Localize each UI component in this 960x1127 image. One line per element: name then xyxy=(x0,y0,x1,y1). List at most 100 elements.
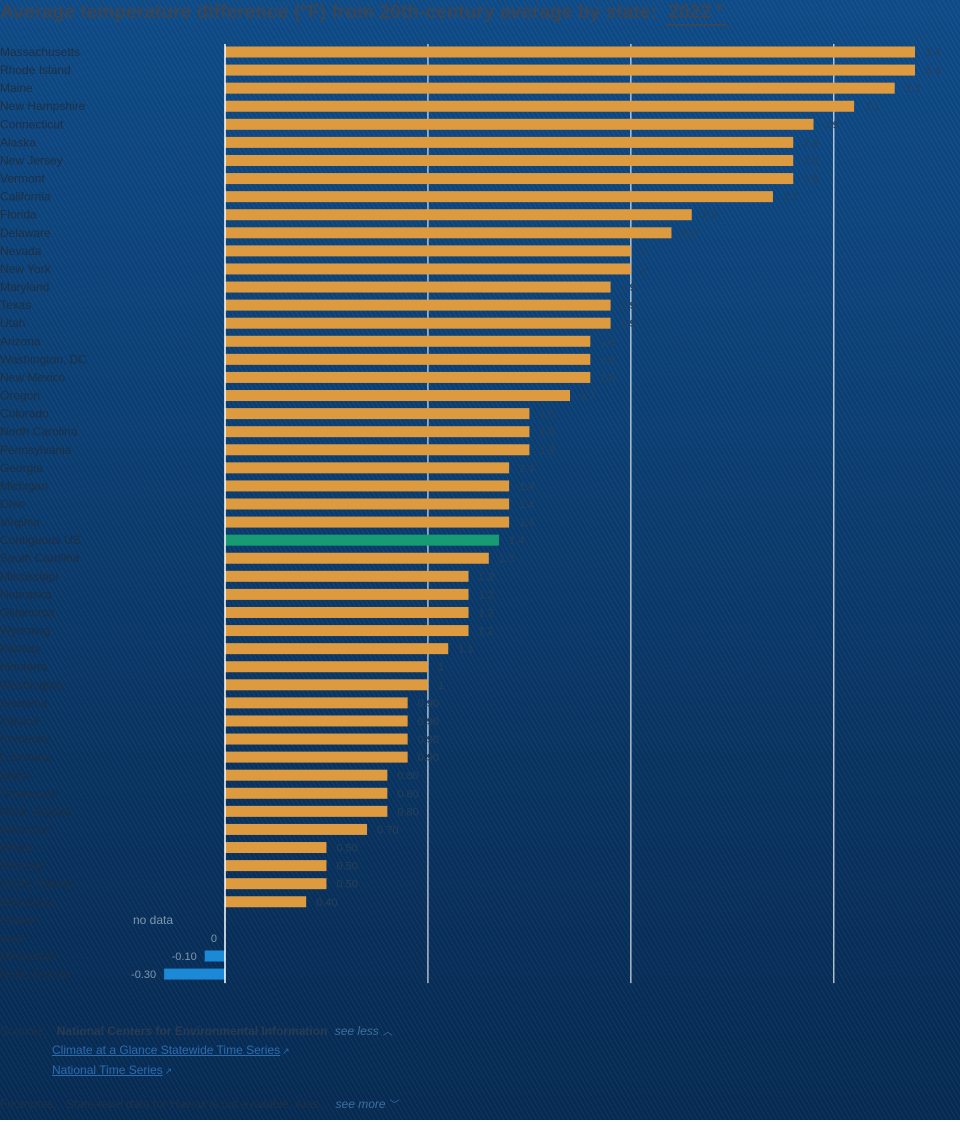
state-label: Illinois xyxy=(0,841,33,855)
bar[interactable] xyxy=(225,733,408,745)
bar[interactable] xyxy=(225,896,307,908)
bar[interactable] xyxy=(225,570,469,582)
bar[interactable] xyxy=(225,661,428,673)
bar[interactable] xyxy=(225,317,611,329)
chevron-down-icon[interactable]: ﹀ xyxy=(389,1100,400,1111)
bar[interactable] xyxy=(225,408,530,420)
value-label: 0.80 xyxy=(397,770,418,782)
state-label: Tennessee xyxy=(0,786,58,800)
value-label: 0 xyxy=(211,933,217,945)
bar[interactable] xyxy=(225,462,510,474)
bar[interactable] xyxy=(225,498,510,510)
bar[interactable] xyxy=(225,715,408,727)
bar[interactable] xyxy=(225,118,814,130)
see-more-toggle[interactable]: see more xyxy=(335,1097,386,1111)
state-label: Nevada xyxy=(0,244,42,258)
bar[interactable] xyxy=(225,769,388,781)
bar[interactable] xyxy=(225,353,591,365)
bar[interactable] xyxy=(225,606,469,618)
bar[interactable] xyxy=(225,878,327,890)
bar[interactable] xyxy=(225,516,510,528)
value-label: 2 xyxy=(641,246,647,258)
no-data-label: no data xyxy=(133,913,173,927)
bottom-strip xyxy=(0,1120,960,1127)
state-label: Arkansas xyxy=(0,822,50,836)
bar[interactable] xyxy=(225,860,327,872)
state-label: Georgia xyxy=(0,461,43,475)
bar[interactable] xyxy=(225,191,773,203)
footnotes-text: State-level data for Hawaii is not avail… xyxy=(66,1097,329,1111)
bar[interactable] xyxy=(225,46,915,58)
source-link-row: Climate at a Glance Statewide Time Serie… xyxy=(52,1043,290,1057)
year-value: 2022 xyxy=(668,2,712,23)
bar[interactable] xyxy=(225,82,895,94)
bar[interactable] xyxy=(225,100,855,112)
external-link-icon: ↗ xyxy=(164,1066,173,1076)
bar[interactable] xyxy=(225,480,510,492)
bar[interactable] xyxy=(225,64,915,76)
state-label: New Hampshire xyxy=(0,99,86,113)
bar[interactable] xyxy=(225,534,499,546)
source-link-statewide[interactable]: Climate at a Glance Statewide Time Serie… xyxy=(52,1043,281,1057)
bar[interactable] xyxy=(225,245,631,257)
bar[interactable] xyxy=(164,968,225,980)
bar[interactable] xyxy=(225,227,672,239)
source-link-national[interactable]: National Time Series xyxy=(52,1063,163,1077)
value-label: 0.90 xyxy=(418,752,439,764)
state-label: Iowa xyxy=(0,931,26,945)
value-label: 1.3 xyxy=(499,553,514,565)
state-label: Contiguous US xyxy=(0,533,81,547)
value-label: 0.50 xyxy=(336,861,357,873)
state-label: Minnesota xyxy=(0,949,56,963)
chart-title: Average temperature difference (°F) from… xyxy=(0,2,728,28)
bar[interactable] xyxy=(225,842,327,854)
bar[interactable] xyxy=(225,173,794,185)
state-label: Washington xyxy=(0,678,63,692)
see-less-toggle[interactable]: see less xyxy=(334,1024,379,1038)
bar[interactable] xyxy=(225,209,692,221)
state-label: Alabama xyxy=(0,696,48,710)
bar[interactable] xyxy=(225,371,591,383)
bar[interactable] xyxy=(225,751,408,763)
bar[interactable] xyxy=(225,444,530,456)
state-label: North Dakota xyxy=(0,967,71,981)
bar[interactable] xyxy=(225,426,530,438)
state-label: Wyoming xyxy=(0,624,50,638)
bar[interactable] xyxy=(225,390,570,402)
state-label: Ohio xyxy=(0,497,26,511)
bar[interactable] xyxy=(225,823,368,835)
bar[interactable] xyxy=(225,588,469,600)
value-label: 1.8 xyxy=(600,372,615,384)
value-label: 2.8 xyxy=(803,174,818,186)
bar[interactable] xyxy=(225,643,449,655)
value-label: 0.50 xyxy=(336,843,357,855)
state-label: Connecticut xyxy=(0,117,64,131)
value-label: 3.3 xyxy=(905,83,920,95)
bar[interactable] xyxy=(225,299,611,311)
bar[interactable] xyxy=(225,335,591,347)
bar[interactable] xyxy=(225,263,631,275)
value-label: 1.9 xyxy=(621,282,636,294)
state-label: Kentucky xyxy=(0,732,49,746)
year-dropdown[interactable]: 2022 ▼ xyxy=(666,2,728,26)
chevron-up-icon[interactable]: ︿ xyxy=(382,1027,393,1038)
bar[interactable] xyxy=(225,787,388,799)
state-label: Arizona xyxy=(0,334,41,348)
bar[interactable] xyxy=(225,679,428,691)
source-link-row: National Time Series ↗ xyxy=(52,1063,172,1077)
bar[interactable] xyxy=(225,805,388,817)
bar[interactable] xyxy=(225,154,794,166)
bar[interactable] xyxy=(225,697,408,709)
bar[interactable] xyxy=(225,552,489,564)
value-label: 3.4 xyxy=(925,65,940,77)
bar[interactable] xyxy=(225,136,794,148)
bar[interactable] xyxy=(225,281,611,293)
state-label: South Carolina xyxy=(0,551,80,565)
state-label: Michigan xyxy=(0,479,48,493)
state-label: New Jersey xyxy=(0,153,63,167)
state-label: Maine xyxy=(0,81,33,95)
bar[interactable] xyxy=(225,625,469,637)
value-label: 0.80 xyxy=(397,788,418,800)
bar[interactable] xyxy=(204,950,225,962)
chevron-down-icon: ▼ xyxy=(714,2,726,14)
